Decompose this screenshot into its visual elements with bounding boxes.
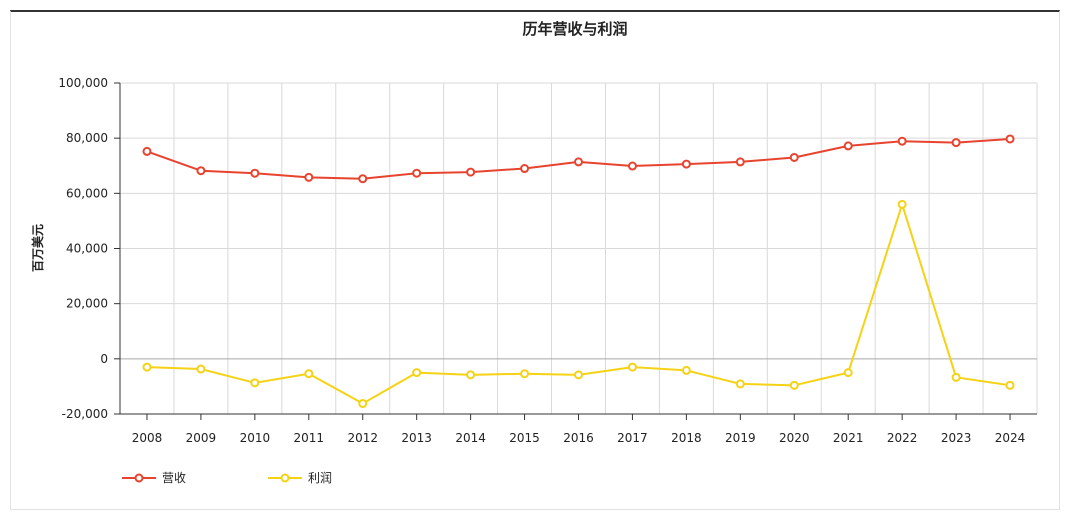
data-point	[250, 168, 260, 178]
data-point	[951, 138, 961, 148]
data-point	[843, 141, 853, 151]
x-tick-label: 2023	[941, 431, 972, 445]
data-point	[574, 370, 583, 380]
data-point	[627, 362, 637, 372]
data-point	[466, 370, 476, 380]
data-point	[412, 368, 422, 378]
data-point	[789, 380, 799, 390]
y-axis-label: 百万美元	[30, 224, 45, 272]
x-tick-label: 2019	[725, 431, 756, 445]
data-point	[142, 362, 152, 372]
data-point	[1005, 134, 1015, 144]
x-tick-label: 2011	[294, 431, 325, 445]
data-point	[735, 157, 745, 167]
x-tick-label: 2018	[671, 431, 702, 445]
series-layer	[142, 134, 1015, 409]
x-tick-label: 2024	[995, 431, 1026, 445]
data-point	[897, 136, 907, 146]
data-point	[574, 157, 583, 167]
data-point	[951, 372, 961, 382]
x-tick-label: 2020	[779, 431, 810, 445]
data-point	[196, 166, 206, 176]
data-point	[789, 152, 799, 162]
data-point	[250, 378, 260, 388]
data-point	[1005, 380, 1015, 390]
x-tick-label: 2013	[401, 431, 432, 445]
y-tick-label: 40,000	[66, 242, 108, 256]
data-point	[358, 174, 368, 184]
data-point	[412, 168, 422, 178]
legend-label: 利润	[308, 471, 332, 485]
axes: -20,000 0 20,000 40,000 60,000 80,000 100,000 2…	[58, 76, 1037, 445]
x-tick-label: 2008	[132, 431, 163, 445]
x-tick-label: 2014	[455, 431, 486, 445]
grid	[120, 82, 1038, 415]
y-tick-label: -20,000	[62, 407, 108, 421]
data-point	[304, 369, 314, 379]
y-tick-label: 0	[100, 352, 108, 366]
y-tick-label: 100,000	[58, 76, 108, 90]
x-tick-label: 2012	[347, 431, 378, 445]
data-point	[196, 364, 206, 374]
x-tick-label: 2022	[887, 431, 918, 445]
y-tick-label: 60,000	[66, 186, 108, 200]
data-point	[466, 167, 476, 177]
data-point	[897, 199, 907, 209]
legend: 营收 利润	[122, 471, 332, 485]
data-point	[142, 146, 152, 156]
x-tick-label: 2021	[833, 431, 864, 445]
x-tick-label: 2010	[240, 431, 271, 445]
legend-label: 营收	[162, 471, 186, 485]
chart-title: 历年营收与利润	[522, 20, 628, 38]
x-tick-label: 2016	[563, 431, 594, 445]
y-tick-label: 20,000	[66, 297, 108, 311]
legend-marker	[134, 473, 144, 483]
data-point	[520, 164, 530, 174]
data-point	[627, 161, 637, 171]
x-tick-label: 2017	[617, 431, 648, 445]
y-tick-label: 80,000	[66, 131, 108, 145]
x-tick-label: 2009	[186, 431, 217, 445]
x-tick-label: 2015	[509, 431, 540, 445]
data-point	[520, 369, 530, 379]
data-point	[304, 172, 314, 182]
legend-marker	[280, 473, 290, 483]
data-point	[681, 365, 691, 375]
data-point	[735, 379, 745, 389]
data-point	[358, 399, 368, 409]
data-point	[843, 368, 853, 378]
data-point	[681, 159, 691, 169]
